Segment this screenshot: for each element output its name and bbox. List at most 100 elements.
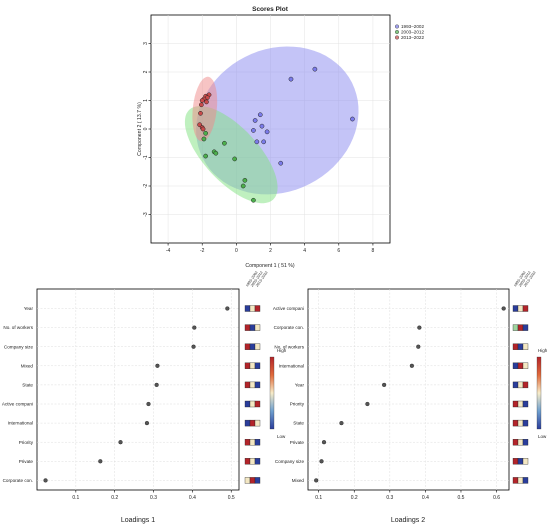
scores-legend-label: 2003–2012: [401, 30, 424, 35]
load1-row-label: Corporate con.: [3, 478, 33, 483]
load2-heat-cell: [522, 343, 529, 350]
load1-row-label: State: [22, 383, 33, 388]
scores-x-tick-label: 0: [235, 248, 238, 254]
scores-y-tick-label: 3: [143, 42, 149, 45]
loadings1-plot: Year No. of workers Company size Mixed State…: [2, 271, 287, 524]
load2-heat-cell: [512, 419, 519, 427]
scores-point: [261, 139, 267, 145]
scores-x-tick-label: -4: [166, 248, 171, 254]
load2-heat-cell: [517, 362, 524, 369]
scores-point: [198, 110, 203, 116]
load2-heat-cell: [517, 400, 524, 408]
load2-row-label: Corporate con.: [274, 325, 304, 330]
load2-x-tick-label: 0.6: [493, 495, 500, 501]
load1-row-label: International: [8, 421, 33, 426]
load1-heat-cell: [244, 477, 251, 484]
scores-legend-label: 2013–2022: [401, 35, 424, 40]
load1-heat-cell: [254, 343, 261, 350]
scores-point: [199, 98, 205, 103]
load1-point: [43, 478, 48, 483]
load1-heat-cell: [249, 419, 256, 427]
load2-point: [339, 421, 344, 426]
scores-point: [204, 99, 209, 105]
load1-heat-cell: [249, 362, 256, 369]
load2-heat-cell: [517, 305, 524, 312]
scores-title: Scores Plot: [252, 6, 289, 13]
load2-heat-cell: [517, 381, 524, 389]
loadings2-plot-area: [307, 288, 510, 491]
scores-point: [254, 139, 260, 145]
load1-heat-cell: [249, 400, 256, 408]
load1-x-tick-label: 0.5: [228, 495, 235, 501]
load2-row-label: Active compani: [273, 306, 304, 311]
load1-x-tick-label: 0.3: [150, 495, 157, 501]
load2-heat-cell: [522, 305, 529, 312]
load1-x-tick-label: 0.4: [189, 495, 196, 501]
load1-point: [118, 440, 123, 445]
scores-point: [200, 126, 206, 132]
load1-heat-cell: [249, 381, 256, 389]
load2-point: [382, 382, 387, 387]
load1-row-label: Company size: [4, 344, 34, 349]
load2-point: [501, 306, 506, 311]
scores-point: [199, 102, 204, 108]
loadings1-x-axis-label: Loadings 1: [121, 517, 155, 524]
load2-row-label: State: [293, 421, 304, 426]
scores-y-tick-label: 0: [143, 127, 149, 130]
load1-heat-cell: [254, 477, 261, 484]
load1-point: [191, 344, 196, 349]
load2-x-tick-label: 0.1: [315, 495, 322, 501]
load2-row-label: Private: [290, 440, 305, 445]
load1-heat-cell: [254, 419, 261, 427]
scores-point: [213, 150, 219, 156]
load2-heat-cell: [512, 362, 519, 369]
load1-row-label: Year: [24, 306, 34, 311]
load2-point: [319, 459, 324, 464]
load1-heat-cell: [254, 381, 261, 389]
load1-heat-cell: [254, 362, 261, 369]
scores-point: [201, 136, 207, 142]
load1-heat-cell: [244, 381, 251, 389]
loadings1-colorbar: High Low: [269, 348, 287, 439]
load1-heat-cell: [254, 400, 261, 408]
load2-row-label: No. of workers: [274, 344, 304, 349]
scores-x-tick-label: 2: [269, 248, 272, 254]
scores-point: [259, 123, 265, 129]
load1-heat-cell: [244, 419, 251, 427]
load1-point: [155, 363, 160, 368]
load2-point: [314, 478, 319, 483]
scores-point: [242, 177, 248, 183]
load1-point: [154, 382, 159, 387]
scores-y-tick-label: 1: [143, 99, 149, 102]
load1-point: [98, 459, 103, 464]
scores-plot: -4 -2 0 2 4 6 8 -3 -2 -1 0 1 2 3 Scores Plot Compone…: [137, 6, 424, 269]
load2-row-label: Priority: [290, 402, 305, 407]
load2-point: [365, 401, 370, 407]
load2-heat-cell: [517, 419, 524, 427]
load2-heat-cell: [522, 419, 529, 427]
load2-heat-cell: [522, 324, 529, 331]
scores-x-axis-label: Component 1 ( 51 %): [245, 263, 295, 269]
load2-x-tick-label: 0.2: [351, 495, 358, 501]
scores-point: [240, 183, 246, 189]
load1-point: [144, 421, 150, 426]
scores-point: [278, 160, 284, 166]
load2-heat-cell: [522, 362, 529, 369]
load1-heat-cell: [249, 439, 256, 446]
scores-y-tick-label: -3: [143, 212, 149, 217]
load2-heat-cell: [522, 400, 529, 408]
load2-row-label: International: [279, 363, 304, 368]
scores-legend-marker: [395, 35, 400, 40]
scores-point: [251, 197, 256, 203]
load2-heat-cell: [512, 343, 519, 350]
load1-heat-cell: [249, 324, 256, 331]
loadings1-colorbar-high: High: [277, 348, 287, 353]
load2-heat-cell: [512, 381, 519, 389]
load2-heat-cell: [522, 439, 529, 446]
load1-x-tick-label: 0.1: [72, 495, 79, 501]
loadings2-colorbar-high: High: [538, 348, 548, 353]
load2-heat-cell: [512, 305, 519, 312]
scores-legend-marker: [395, 24, 400, 29]
scores-legend-marker: [395, 30, 400, 35]
